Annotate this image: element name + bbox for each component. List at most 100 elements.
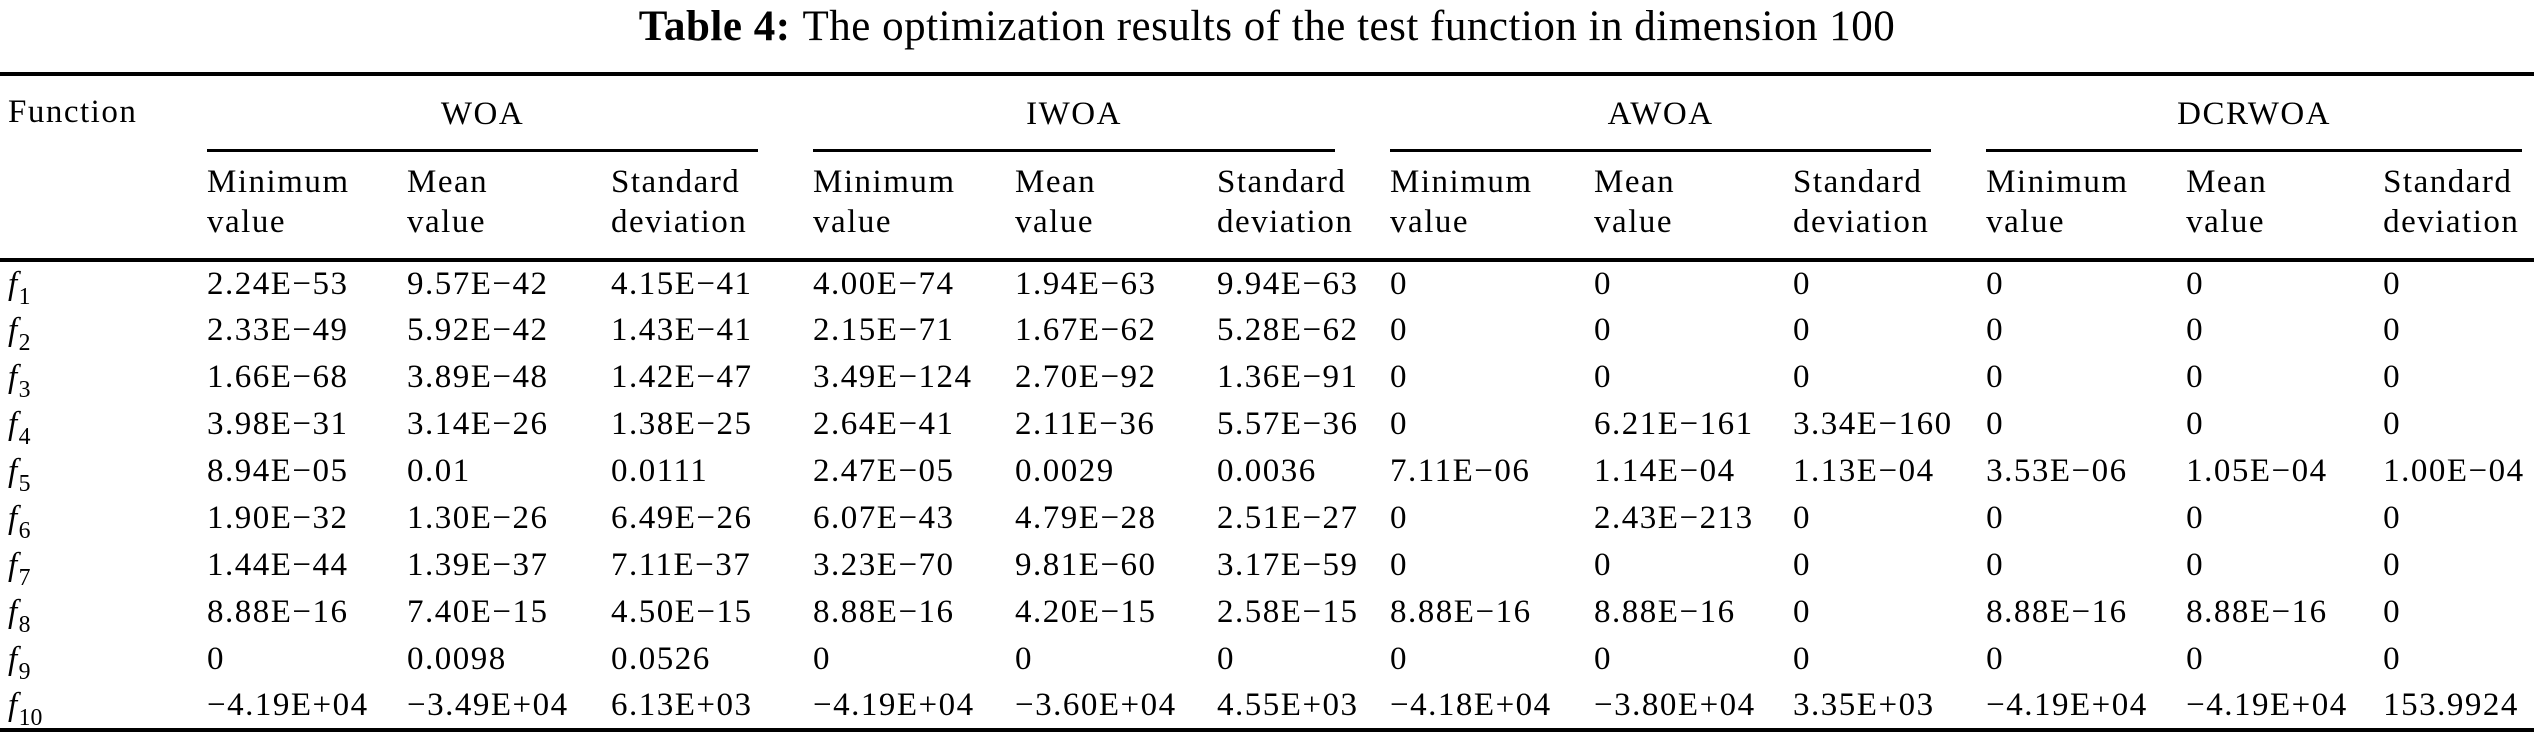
- table-caption-number: Table 4:: [638, 3, 791, 50]
- cell: 0: [1390, 406, 1409, 442]
- cell: −3.80E+04: [1594, 687, 1756, 723]
- cell: 2.15E−71: [813, 312, 955, 348]
- cell: 1.13E−04: [1793, 453, 1935, 489]
- subheader-line: Mean: [1594, 164, 1676, 200]
- cell: 8.88E−16: [1390, 594, 1532, 630]
- cell: 0: [2186, 547, 2205, 583]
- cell: 3.53E−06: [1986, 453, 2128, 489]
- cell: 0: [2383, 594, 2402, 630]
- table-row-f10: f10 −4.19E+04 −3.49E+04 6.13E+03 −4.19E+…: [0, 683, 2534, 730]
- cell: 0: [1986, 547, 2005, 583]
- cell: 0: [2383, 359, 2402, 395]
- cell: 2.51E−27: [1217, 500, 1359, 536]
- subheader-woa-minimum: Minimum value: [207, 152, 407, 260]
- function-label: f1: [8, 266, 31, 310]
- cell: 1.67E−62: [1015, 312, 1157, 348]
- cell: 3.14E−26: [407, 406, 549, 442]
- function-label: f7: [8, 547, 31, 591]
- cell: 6.13E+03: [611, 687, 753, 723]
- cell: 0: [2383, 312, 2402, 348]
- function-label: f6: [8, 500, 31, 544]
- cell: 7.40E−15: [407, 594, 549, 630]
- cell: 2.33E−49: [207, 312, 349, 348]
- cell: −4.19E+04: [2186, 687, 2348, 723]
- cell: 8.88E−16: [2186, 594, 2328, 630]
- cell: 8.88E−16: [207, 594, 349, 630]
- cell: −3.60E+04: [1015, 687, 1177, 723]
- group-header-woa: WOA: [207, 74, 813, 152]
- cell: 5.28E−62: [1217, 312, 1359, 348]
- cell: 0: [2383, 266, 2402, 302]
- results-table: Function WOA IWOA AWOA DCRWOA Minimum val…: [0, 72, 2534, 732]
- subheader-line: Minimum: [1390, 164, 1533, 200]
- cell: 0: [1793, 641, 1812, 677]
- cell: 1.66E−68: [207, 359, 349, 395]
- cell: 0: [1594, 312, 1613, 348]
- cell: 3.89E−48: [407, 359, 549, 395]
- subheader-woa-mean: Mean value: [407, 152, 611, 260]
- group-header-dcrwoa: DCRWOA: [1986, 74, 2534, 152]
- function-label: f3: [8, 359, 31, 403]
- subheader-line: Mean: [1015, 164, 1097, 200]
- table-body: f1 2.24E−53 9.57E−42 4.15E−41 4.00E−74 1…: [0, 260, 2534, 730]
- cell: 0: [1986, 312, 2005, 348]
- cell: 2.70E−92: [1015, 359, 1157, 395]
- cell: 1.90E−32: [207, 500, 349, 536]
- cell: 3.49E−124: [813, 359, 973, 395]
- cell: 0: [1793, 500, 1812, 536]
- subheader-line: Standard: [1793, 164, 1923, 200]
- cell: 0: [2186, 406, 2205, 442]
- cell: 9.81E−60: [1015, 547, 1157, 583]
- group-label-woa: WOA: [440, 95, 525, 132]
- cell: 0: [813, 641, 832, 677]
- function-label: f8: [8, 594, 31, 638]
- subheader-line: value: [2186, 204, 2266, 240]
- cell: 1.30E−26: [407, 500, 549, 536]
- function-label: f10: [8, 687, 43, 731]
- cell: 0: [1986, 406, 2005, 442]
- subheader-dcrwoa-mean: Mean value: [2186, 152, 2383, 260]
- cell: 0: [1390, 500, 1409, 536]
- cell: 4.00E−74: [813, 266, 955, 302]
- cell: 0: [2186, 500, 2205, 536]
- cell: 0: [1594, 266, 1613, 302]
- subheader-line: value: [407, 204, 486, 240]
- cell: 0.0111: [611, 453, 709, 489]
- cell: 6.07E−43: [813, 500, 955, 536]
- cell: 0.0029: [1015, 453, 1115, 489]
- subheader-line: Mean: [2186, 164, 2268, 200]
- cell: −4.19E+04: [207, 687, 369, 723]
- subheader-line: deviation: [2383, 204, 2520, 240]
- cell: 1.43E−41: [611, 312, 753, 348]
- cell: 0: [2186, 312, 2205, 348]
- cell: 4.79E−28: [1015, 500, 1157, 536]
- group-header-row: Function WOA IWOA AWOA DCRWOA: [0, 74, 2534, 152]
- cell: 0: [207, 641, 225, 677]
- table-row-f2: f2 2.33E−49 5.92E−42 1.43E−41 2.15E−71 1…: [0, 307, 2534, 354]
- cell: 4.15E−41: [611, 266, 753, 302]
- subheader-line: deviation: [1793, 204, 1930, 240]
- cell: 8.88E−16: [1986, 594, 2128, 630]
- cell: 4.20E−15: [1015, 594, 1157, 630]
- function-label: f5: [8, 453, 31, 497]
- cell: 0.01: [407, 453, 471, 489]
- cell: 0: [2383, 547, 2402, 583]
- table-caption-text: The optimization results of the test fun…: [802, 3, 1896, 50]
- table-row-f1: f1 2.24E−53 9.57E−42 4.15E−41 4.00E−74 1…: [0, 260, 2534, 310]
- subheader-line: Mean: [407, 164, 489, 200]
- cell: 0: [2383, 500, 2402, 536]
- subheader-line: Standard: [2383, 164, 2513, 200]
- cell: 7.11E−06: [1390, 453, 1531, 489]
- table-header: Function WOA IWOA AWOA DCRWOA Minimum val…: [0, 74, 2534, 260]
- subheader-line: value: [1594, 204, 1674, 240]
- table-row-f7: f7 1.44E−44 1.39E−37 7.11E−37 3.23E−70 9…: [0, 542, 2534, 589]
- cell: 4.50E−15: [611, 594, 753, 630]
- cell: 0: [1793, 312, 1812, 348]
- subheader-awoa-std: Standard deviation: [1793, 152, 1986, 260]
- cell: 9.94E−63: [1217, 266, 1359, 302]
- cell: 8.88E−16: [813, 594, 955, 630]
- cell: 4.55E+03: [1217, 687, 1359, 723]
- subheader-line: value: [207, 204, 286, 240]
- group-label-dcrwoa: DCRWOA: [2177, 95, 2331, 132]
